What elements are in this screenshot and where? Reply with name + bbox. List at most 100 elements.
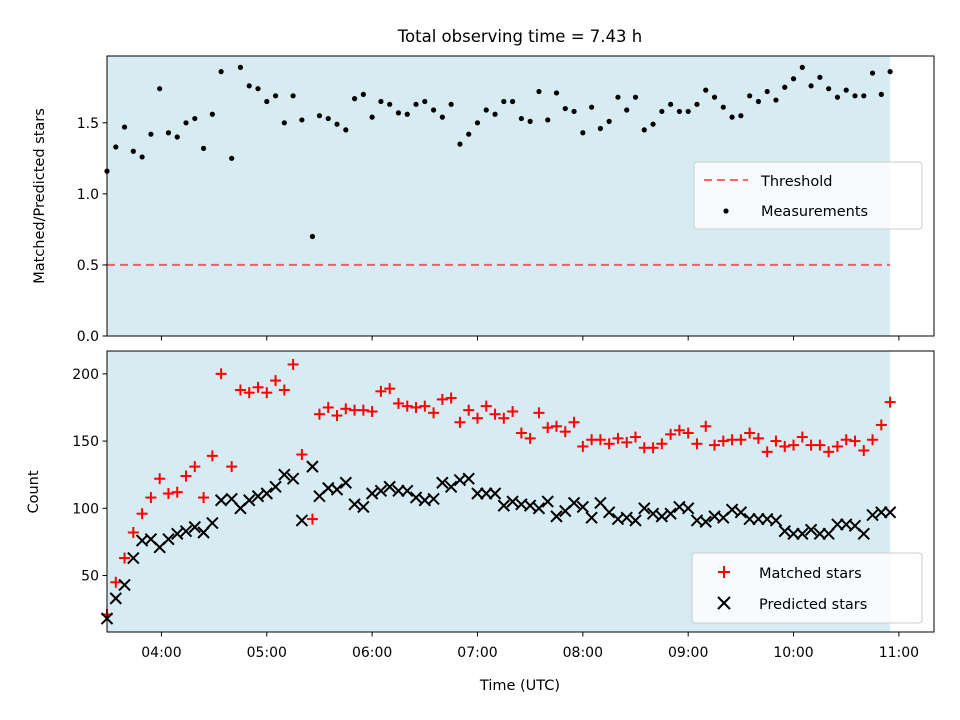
measurement-point bbox=[799, 64, 805, 70]
matched-star-point bbox=[261, 387, 273, 399]
matched-star-point bbox=[162, 488, 174, 500]
matched-star-point bbox=[875, 419, 887, 431]
matched-star-point bbox=[744, 427, 756, 439]
predicted-star-point bbox=[743, 512, 756, 526]
predicted-star-point bbox=[576, 500, 590, 514]
measurement-point bbox=[422, 98, 428, 105]
measurement-point bbox=[439, 114, 445, 120]
predicted-star-point bbox=[436, 476, 449, 489]
measurement-point bbox=[527, 118, 533, 124]
legend-matched-label: Matched stars bbox=[759, 566, 862, 582]
x-tick-label: 05:00 bbox=[247, 645, 287, 661]
matched-star-point bbox=[306, 513, 318, 525]
x-axis-label: Time (UTC) bbox=[479, 678, 560, 694]
measurement-point bbox=[580, 130, 586, 136]
predicted-star-point bbox=[330, 483, 344, 496]
x-tick-label: 09:00 bbox=[668, 645, 708, 661]
measurement-point bbox=[747, 93, 753, 99]
matched-star-point bbox=[445, 392, 457, 404]
measurement-point bbox=[369, 114, 375, 120]
matched-star-point bbox=[788, 439, 800, 451]
predicted-star-point bbox=[462, 472, 475, 485]
measurement-point bbox=[589, 104, 595, 110]
measurement-point bbox=[165, 130, 172, 136]
matched-star-point bbox=[243, 387, 255, 399]
matched-star-point bbox=[127, 527, 139, 539]
matched-star-point bbox=[568, 416, 580, 428]
predicted-star-point bbox=[778, 524, 791, 538]
predicted-star-point bbox=[392, 484, 405, 498]
matched-star-point bbox=[752, 432, 764, 444]
matched-star-point bbox=[278, 384, 290, 396]
count-y-tick-label: 200 bbox=[72, 367, 99, 383]
predicted-star-point bbox=[339, 476, 353, 489]
predicted-star-point bbox=[638, 502, 651, 515]
matched-star-point bbox=[849, 435, 861, 447]
predicted-star-point bbox=[752, 512, 765, 526]
matched-star-point bbox=[621, 436, 633, 448]
matched-star-point bbox=[577, 440, 589, 452]
measurement-point bbox=[536, 88, 542, 95]
count-legend: Matched stars Predicted stars bbox=[691, 552, 923, 624]
measurement-point bbox=[624, 107, 630, 113]
measurement-point bbox=[192, 115, 198, 122]
measurement-point bbox=[209, 111, 215, 117]
measurement-point bbox=[325, 115, 331, 122]
matched-star-point bbox=[507, 406, 519, 418]
matched-star-point bbox=[471, 412, 483, 424]
matched-star-point bbox=[410, 401, 422, 413]
measurement-point bbox=[157, 86, 163, 92]
x-tick-label: 11:00 bbox=[879, 645, 919, 661]
measurement-point bbox=[360, 91, 366, 97]
count-y-tick-label: 150 bbox=[72, 434, 99, 450]
measurement-point bbox=[817, 74, 823, 80]
matched-star-point bbox=[180, 470, 192, 482]
matched-star-point bbox=[796, 431, 808, 443]
predicted-star-point bbox=[401, 484, 414, 498]
predicted-star-point bbox=[866, 508, 879, 522]
matched-star-point bbox=[270, 375, 282, 387]
predicted-star-point bbox=[831, 518, 844, 531]
measurement-point bbox=[571, 108, 577, 115]
x-tick-label: 08:00 bbox=[563, 645, 603, 661]
predicted-star-point bbox=[681, 502, 695, 515]
measurement-point bbox=[343, 127, 349, 133]
predicted-star-point bbox=[480, 487, 493, 500]
measurement-point bbox=[334, 121, 340, 127]
measurement-point bbox=[174, 134, 180, 140]
matched-star-point bbox=[489, 408, 501, 420]
x-tick-label: 04:00 bbox=[141, 645, 181, 661]
measurement-point bbox=[782, 84, 788, 90]
measurement-point bbox=[290, 93, 296, 99]
measurement-point bbox=[299, 117, 305, 123]
measurement-point bbox=[773, 97, 779, 103]
matched-star-point bbox=[463, 404, 475, 416]
matched-star-point bbox=[366, 406, 378, 418]
measurement-point bbox=[113, 144, 119, 150]
measurement-point bbox=[668, 101, 674, 107]
predicted-star-point bbox=[734, 506, 748, 519]
measurement-point bbox=[121, 124, 128, 130]
predicted-star-point bbox=[857, 527, 870, 541]
matched-star-point bbox=[331, 410, 343, 422]
measurement-point bbox=[843, 87, 849, 93]
measurement-point bbox=[720, 104, 726, 110]
measurement-point bbox=[430, 107, 437, 113]
matched-star-point bbox=[673, 424, 685, 436]
measurement-point bbox=[659, 108, 665, 115]
measurement-point bbox=[790, 76, 797, 82]
predicted-star-point bbox=[188, 520, 201, 534]
matched-star-point bbox=[647, 442, 659, 454]
ratio-y-tick-label: 1.5 bbox=[77, 116, 99, 132]
matched-star-point bbox=[682, 427, 694, 439]
measurement-point bbox=[632, 94, 639, 100]
matched-star-point bbox=[840, 434, 852, 446]
matched-star-point bbox=[603, 438, 615, 450]
measurement-point bbox=[395, 110, 402, 116]
matched-star-point bbox=[198, 492, 210, 504]
measurement-point bbox=[483, 107, 489, 113]
matched-star-point bbox=[436, 393, 448, 405]
matched-star-point bbox=[858, 444, 870, 456]
predicted-star-point bbox=[550, 510, 563, 523]
predicted-star-point bbox=[506, 495, 519, 508]
